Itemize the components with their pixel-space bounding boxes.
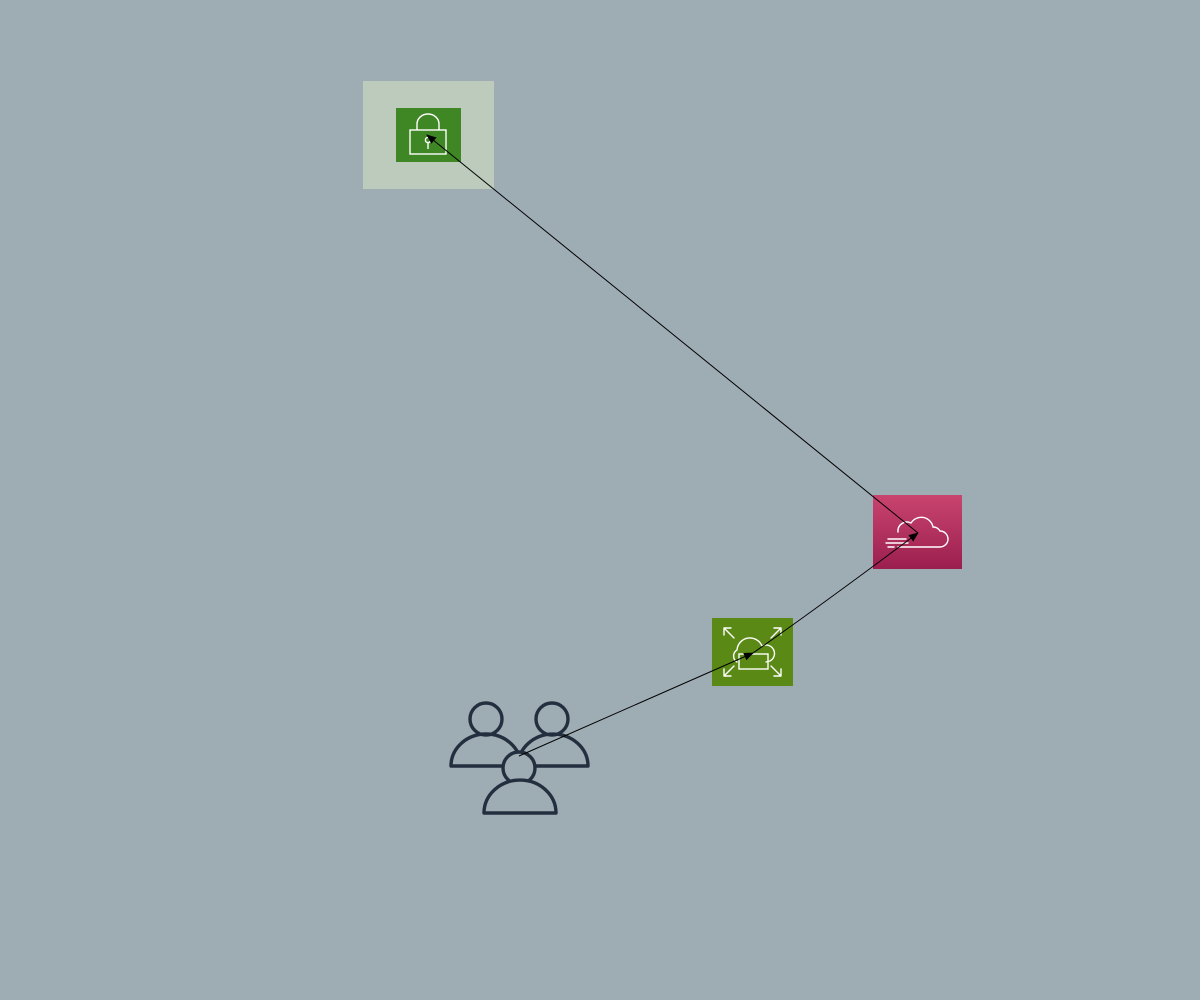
edge-cloud-service-to-security-group	[426, 134, 919, 534]
connectors	[426, 134, 919, 757]
cloud-auto-scaling-icon[interactable]	[712, 618, 793, 686]
edge-users-to-auto-scaling	[518, 652, 754, 757]
users-group-icon[interactable]	[449, 701, 590, 815]
users-node[interactable]	[449, 701, 590, 815]
edge-auto-scaling-to-cloud-service	[752, 532, 919, 654]
auto-scaling-node[interactable]	[712, 618, 793, 686]
lock-icon[interactable]	[396, 108, 461, 162]
